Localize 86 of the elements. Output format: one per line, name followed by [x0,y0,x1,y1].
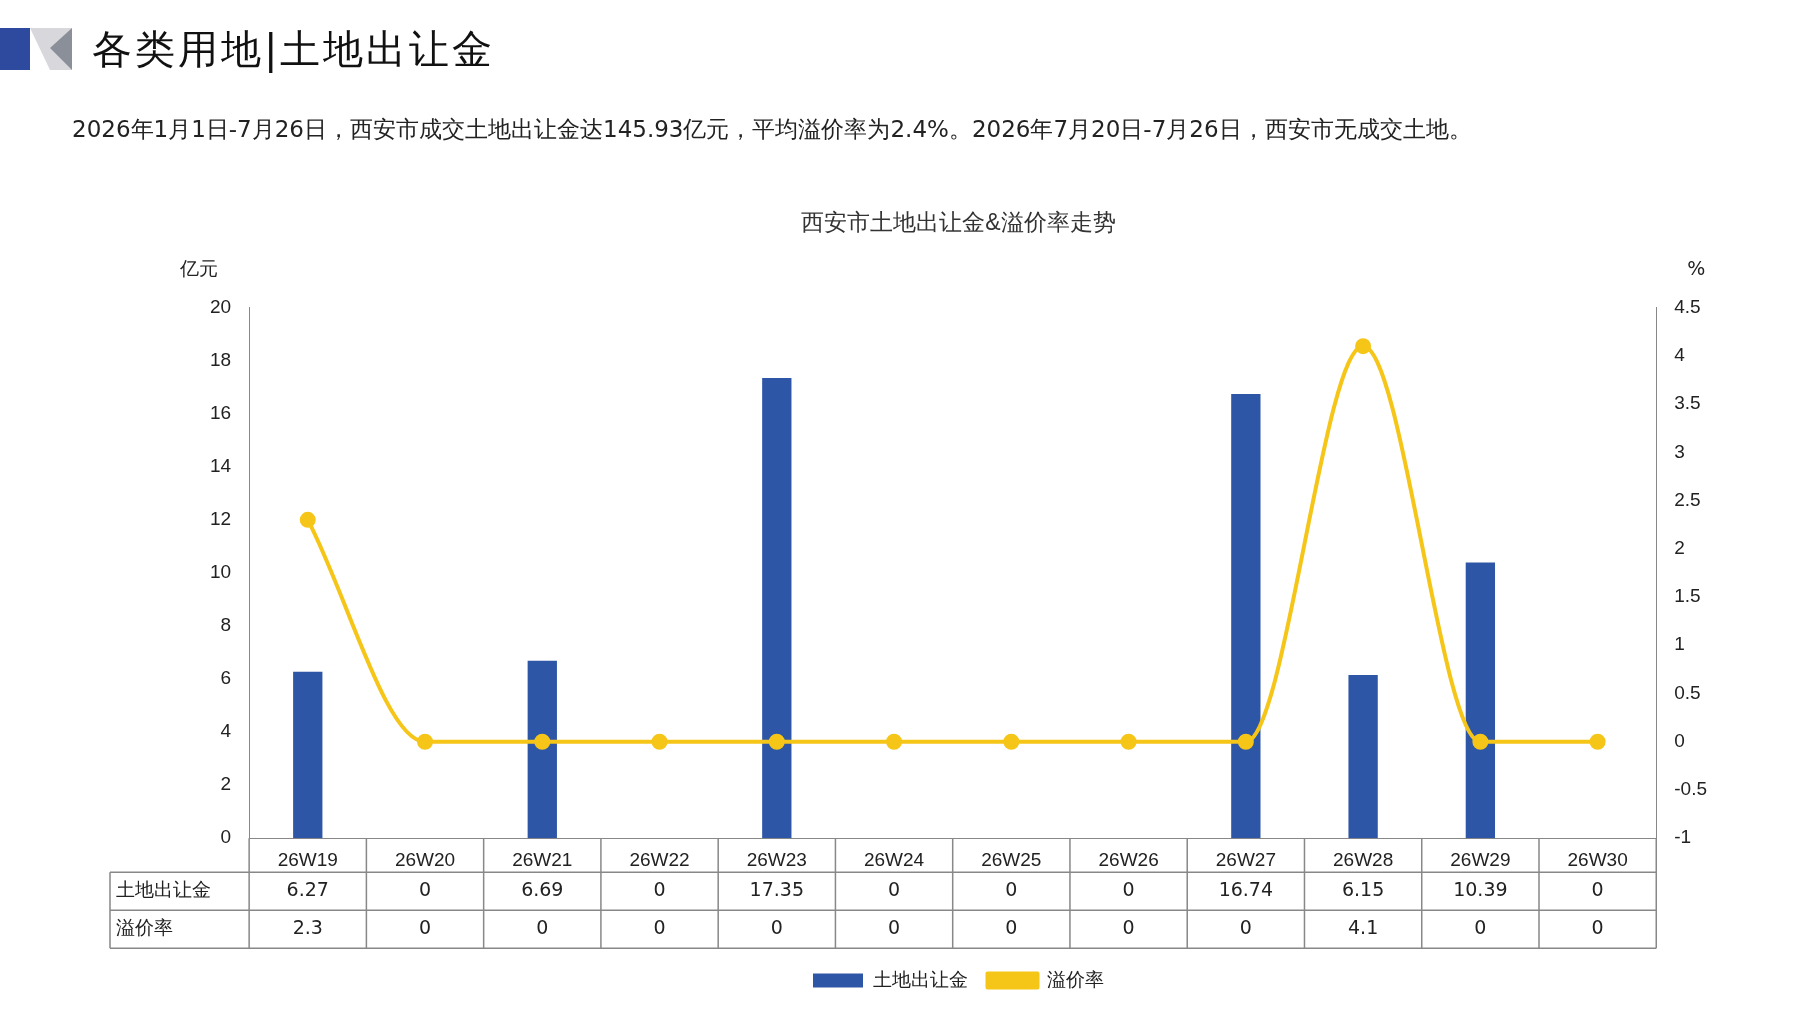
data-label: 0 [418,878,432,901]
y2-tick-label: 3.5 [1674,392,1701,414]
x-tick-label: 26W20 [394,848,456,870]
y2-tick-label: 2.5 [1674,488,1701,510]
data-label: 6.15 [1341,878,1385,901]
y-tick-label: 8 [220,614,232,636]
data-label: 0 [1591,878,1604,901]
data-label: 0 [888,878,901,901]
y-tick-label: 20 [209,295,232,317]
text: 溢价率 [116,916,173,939]
text: 土地出让金 [116,878,211,901]
data-label: 0 [1591,916,1604,939]
x-tick-label: 26W23 [746,848,807,870]
data-label: 0 [536,916,549,939]
point [1589,733,1606,750]
legend-label: 溢价率 [1047,968,1104,990]
data-label: 0 [1239,916,1252,939]
data-label: 0 [1005,878,1018,901]
point [651,733,668,750]
x-tick-label: 26W28 [1333,848,1394,870]
bar [762,377,792,839]
text: 2026年1月1日-7月26日，西安市成交土地出让金达145.93亿元，平均溢价率为2.4%。2026年7月20日-7月26日，西安市无成交土地。 [72,115,1472,144]
point [534,733,551,750]
legend-label: 土地出让金 [872,968,968,990]
x-tick-label: 26W26 [1098,848,1159,870]
data-label: 0 [1122,878,1135,901]
point [1355,338,1372,355]
x-tick-label: 26W30 [1567,848,1628,870]
x-tick-label: 26W29 [1450,848,1511,870]
point [299,511,316,528]
y-tick-label: 6 [220,667,232,689]
y-tick-label: 2 [220,773,232,795]
bar [527,660,557,839]
y2-tick-label: 0 [1674,729,1685,751]
y2-tick-label: 1.5 [1674,585,1701,607]
bar [1465,562,1496,839]
x-tick-label: 26W24 [863,848,925,870]
data-label: 2.3 [292,916,323,939]
point [1120,733,1137,750]
x-tick-label: 26W22 [629,848,690,870]
point [1472,733,1489,750]
data-label: 10.39 [1453,878,1508,901]
y-tick-label: 10 [209,561,232,583]
y2-tick-label: -0.5 [1674,778,1708,800]
y-tick-label: 18 [209,348,232,370]
bar [1231,394,1261,839]
data-label: 0 [770,916,783,939]
bar [1348,675,1378,839]
point [417,733,434,750]
data-label: 0 [653,916,666,939]
x-tick-label: 26W27 [1215,848,1276,870]
y2-tick-label: -1 [1674,826,1692,848]
data-label: 0 [418,916,432,939]
y-tick-label: 12 [209,508,232,530]
data-label: 16.74 [1218,878,1274,901]
y-tick-label: 14 [209,455,232,477]
y2-tick-label: 0.5 [1674,681,1701,703]
data-label: 6.69 [521,878,564,901]
x-tick-label: 26W25 [981,848,1042,870]
y2-tick-label: 3 [1674,440,1685,462]
y-axis-title: 亿元 [179,257,219,280]
y-tick-label: 16 [209,401,232,423]
bar [293,671,323,839]
point [1003,733,1020,750]
y-tick-label: 0 [220,826,232,848]
data-label: 0 [653,878,666,901]
point [886,733,903,750]
x-tick-label: 26W21 [512,848,573,870]
data-label: 0 [1122,916,1135,939]
y2-axis-title: % [1687,257,1706,280]
data-label: 6.27 [286,878,329,901]
data-label: 0 [1005,916,1018,939]
y-tick-label: 4 [220,720,232,742]
text: 各类用地|土地出让金 [92,25,496,75]
y2-tick-label: 4 [1674,344,1686,366]
y2-tick-label: 2 [1674,537,1685,559]
data-label: 0 [888,916,901,939]
x-tick-label: 26W19 [277,848,338,870]
y2-tick-label: 1 [1674,633,1685,655]
data-label: 0 [1474,916,1487,939]
point [768,733,785,750]
point [1237,733,1254,750]
chart-title: 西安市土地出让金&溢价率走势 [801,209,1116,236]
data-label: 4.1 [1348,916,1379,939]
y2-tick-label: 4.5 [1674,295,1701,317]
data-label: 17.35 [749,878,805,901]
